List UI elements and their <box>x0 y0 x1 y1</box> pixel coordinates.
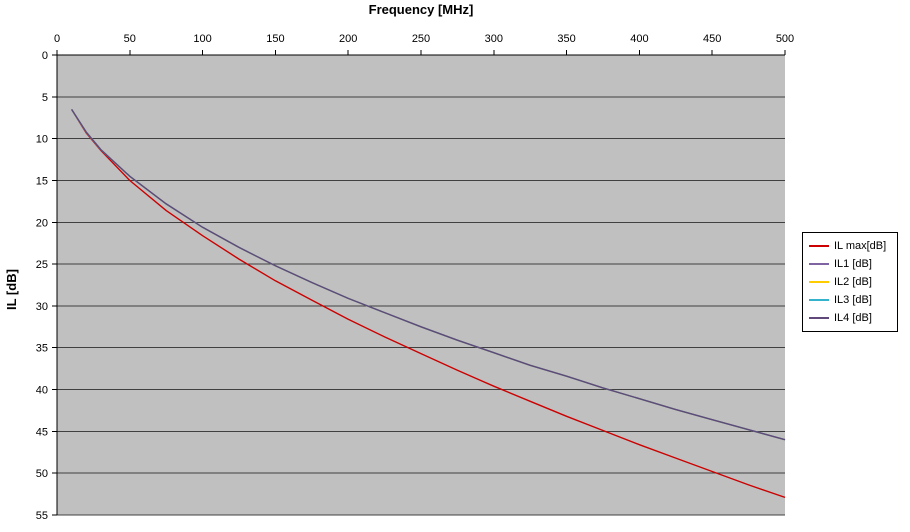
y-tick-label: 15 <box>36 175 48 187</box>
legend-label: IL4 [dB] <box>834 312 872 324</box>
x-tick-label: 0 <box>54 33 60 45</box>
legend-entry: IL1 [dB] <box>809 255 891 273</box>
y-tick-label: 40 <box>36 385 48 397</box>
x-tick-label: 150 <box>266 33 284 45</box>
x-tick-label: 400 <box>630 33 648 45</box>
legend-entry: IL4 [dB] <box>809 309 891 327</box>
legend-entry: IL3 [dB] <box>809 291 891 309</box>
x-axis-title: Frequency [MHz] <box>368 2 474 17</box>
y-tick-label: 35 <box>36 343 48 355</box>
legend-line-swatch <box>809 263 829 265</box>
legend-line-swatch <box>809 317 829 319</box>
legend-label: IL2 [dB] <box>834 276 872 288</box>
legend-line-swatch <box>809 299 829 301</box>
y-tick-label: 0 <box>42 50 48 62</box>
x-tick-label: 200 <box>339 33 357 45</box>
legend-entry: IL max[dB] <box>809 237 891 255</box>
x-tick-label: 300 <box>485 33 503 45</box>
y-tick-label: 50 <box>36 468 48 480</box>
legend: IL max[dB] IL1 [dB] IL2 [dB] IL3 [dB] IL4 [d… <box>802 232 898 332</box>
y-tick-label: 30 <box>36 301 48 313</box>
plot-background <box>57 55 785 515</box>
y-tick-label: 10 <box>36 134 48 146</box>
y-tick-label: 45 <box>36 426 48 438</box>
y-tick-label: 55 <box>36 510 48 522</box>
x-tick-label: 50 <box>124 33 136 45</box>
x-tick-label: 350 <box>557 33 575 45</box>
y-tick-label: 5 <box>42 92 48 104</box>
x-tick-label: 450 <box>703 33 721 45</box>
x-tick-label: 100 <box>193 33 211 45</box>
legend-label: IL3 [dB] <box>834 294 872 306</box>
legend-label: IL1 [dB] <box>834 258 872 270</box>
x-tick-label: 250 <box>412 33 430 45</box>
y-tick-label: 20 <box>36 217 48 229</box>
legend-line-swatch <box>809 245 829 247</box>
y-tick-label: 25 <box>36 259 48 271</box>
x-tick-label: 500 <box>776 33 794 45</box>
legend-entry: IL2 [dB] <box>809 273 891 291</box>
legend-line-swatch <box>809 281 829 283</box>
series-line-il4-db- <box>71 109 786 441</box>
legend-label: IL max[dB] <box>834 240 887 252</box>
series-line-il-max-db- <box>71 109 786 499</box>
